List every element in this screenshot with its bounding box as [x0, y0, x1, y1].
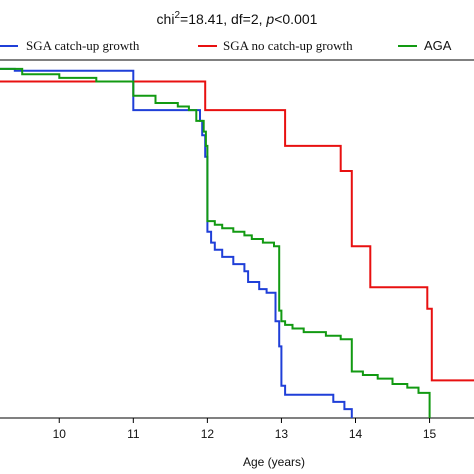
- series-line-aga: [0, 67, 431, 418]
- x-tick-label-14: 14: [349, 427, 363, 441]
- series-line-sga-catch-up: [0, 67, 353, 418]
- x-tick-label-15: 15: [423, 427, 437, 441]
- legend: SGA catch-up growth SGA no catch-up grow…: [0, 38, 452, 53]
- x-axis-label: Age (years): [243, 455, 305, 469]
- x-tick-label-10: 10: [53, 427, 67, 441]
- x-tick-label-11: 11: [127, 427, 140, 441]
- title-part-stats: =18.41, df=2,: [180, 11, 266, 27]
- x-axis-ticks: 10 11 12 13 14 15: [53, 418, 437, 441]
- x-tick-label-12: 12: [201, 427, 215, 441]
- plot-frame: [0, 59, 474, 419]
- series-layer: [0, 67, 474, 418]
- legend-label-sga-no-catch-up: SGA no catch-up growth: [223, 38, 353, 53]
- title-part-p: p: [265, 11, 274, 27]
- x-tick-label-13: 13: [275, 427, 289, 441]
- title-part-threshold: <0.001: [274, 11, 317, 27]
- title-part-chi: chi: [157, 11, 175, 27]
- series-line-sga-no-catch-up: [0, 80, 474, 382]
- chart-title: chi2=18.41, df=2, p<0.001: [157, 10, 318, 27]
- legend-label-aga: AGA: [424, 38, 452, 53]
- legend-label-sga-catch-up: SGA catch-up growth: [26, 38, 140, 53]
- title-part-superscript: 2: [174, 10, 180, 21]
